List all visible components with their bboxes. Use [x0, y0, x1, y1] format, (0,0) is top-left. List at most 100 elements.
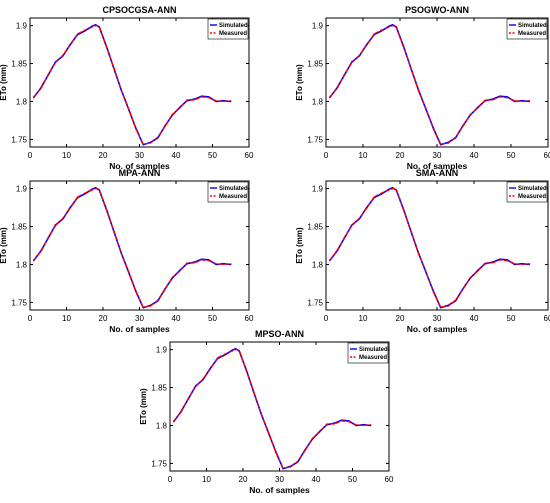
data-point-measured: [142, 143, 144, 145]
data-point-measured: [417, 253, 420, 255]
data-point-measured: [366, 44, 368, 46]
x-tick-label: 40: [172, 314, 181, 323]
x-tick-label: 0: [324, 151, 329, 160]
x-axis-label: No. of samples: [109, 161, 170, 171]
data-point-measured: [69, 44, 71, 46]
x-tick-label: 40: [470, 314, 479, 323]
data-point-measured: [392, 25, 394, 27]
x-tick-label: 50: [507, 151, 516, 160]
data-point-measured: [98, 25, 100, 27]
x-tick-label: 0: [28, 151, 33, 160]
x-tick-label: 60: [245, 314, 254, 323]
data-point-measured: [514, 100, 516, 102]
legend-label-simulated: Simulated: [518, 23, 547, 29]
data-point-measured: [462, 288, 464, 291]
y-axis-label: ETo (mm): [295, 227, 304, 264]
data-point-measured: [222, 100, 224, 103]
data-point-measured: [120, 90, 122, 92]
y-tick-label: 1.85: [151, 384, 167, 393]
x-tick-label: 60: [544, 314, 550, 323]
chart-panel: MPSO-ANN 0 10 20 30 40 50 60 1.75 1.8 1.85 1.9 No. o…: [139, 329, 394, 495]
x-tick-label: 0: [28, 314, 33, 323]
data-point-measured: [395, 25, 397, 27]
data-point-measured: [186, 262, 188, 264]
data-point-measured: [477, 107, 479, 109]
x-tick-label: 20: [99, 151, 108, 160]
data-point-measured: [355, 424, 357, 426]
data-point-measured: [373, 196, 375, 198]
data-point-measured: [521, 263, 523, 266]
chart-panel: SMA-ANN 0 10 20 30 40 50 60 1.75 1.8 1.85 1.9 No. of…: [295, 168, 550, 334]
data-point-measured: [336, 251, 338, 253]
data-point-measured: [425, 270, 427, 272]
x-tick-label: 10: [359, 314, 368, 323]
data-point-measured: [417, 90, 420, 92]
data-point-measured: [157, 299, 159, 301]
data-point-measured: [47, 236, 49, 238]
data-point-measured: [40, 251, 42, 253]
data-point-measured: [392, 188, 394, 190]
x-tick-label: 20: [396, 314, 405, 323]
x-tick-label: 60: [245, 151, 254, 160]
data-point-measured: [343, 236, 346, 238]
x-tick-label: 60: [544, 151, 550, 160]
data-point-measured: [135, 128, 137, 130]
y-tick-label: 1.75: [11, 135, 27, 144]
x-tick-label: 50: [208, 151, 217, 160]
x-tick-label: 10: [62, 314, 71, 323]
data-point-measured: [506, 260, 508, 262]
data-point-measured: [209, 368, 211, 370]
x-tick-label: 30: [135, 151, 144, 160]
data-point-measured: [180, 412, 182, 414]
data-point-measured: [311, 437, 313, 439]
data-point-measured: [128, 107, 130, 109]
legend-box: [506, 181, 548, 203]
data-point-measured: [268, 431, 270, 433]
chart-title: CPSOCGSA-ANN: [102, 5, 176, 15]
data-point-measured: [235, 349, 237, 351]
y-tick-label: 1.75: [151, 459, 167, 468]
data-point-measured: [231, 350, 233, 352]
data-point-measured: [410, 67, 412, 69]
data-point-measured: [403, 47, 405, 49]
x-tick-label: 40: [470, 151, 479, 160]
y-tick-label: 1.75: [307, 135, 323, 144]
data-point-measured: [341, 420, 343, 422]
data-point-measured: [62, 54, 64, 56]
data-point-measured: [343, 73, 346, 75]
chart-panel: PSOGWO-ANN 0 10 20 30 40 50 60 1.75 1.8 1.85 1.9 No.…: [295, 5, 550, 171]
data-point-measured: [253, 391, 255, 393]
x-tick-label: 60: [385, 475, 394, 484]
data-point-measured: [54, 62, 57, 64]
chart-title: PSOGWO-ANN: [405, 5, 469, 15]
data-point-measured: [171, 113, 173, 115]
data-point-measured: [179, 270, 181, 272]
data-point-measured: [33, 96, 35, 98]
data-point-measured: [238, 349, 240, 351]
chart-title: MPSO-ANN: [255, 329, 304, 339]
data-point-measured: [149, 142, 151, 144]
data-point-measured: [95, 188, 97, 190]
x-tick-label: 20: [239, 475, 248, 484]
x-tick-label: 10: [202, 475, 211, 484]
data-point-measured: [113, 230, 115, 232]
data-point-measured: [95, 25, 97, 27]
data-point-measured: [193, 262, 195, 264]
data-point-measured: [224, 353, 226, 355]
x-tick-label: 30: [433, 314, 442, 323]
data-point-measured: [380, 29, 383, 31]
y-tick-label: 1.9: [156, 346, 168, 355]
x-tick-label: 10: [359, 151, 368, 160]
y-tick-label: 1.9: [312, 22, 324, 31]
y-tick-label: 1.8: [312, 97, 324, 106]
data-point-measured: [491, 99, 494, 101]
data-point-measured: [373, 33, 375, 35]
y-tick-label: 1.75: [11, 298, 27, 307]
data-point-measured: [469, 276, 471, 278]
x-tick-label: 30: [135, 314, 144, 323]
data-point-measured: [171, 276, 173, 278]
data-point-measured: [135, 291, 137, 293]
data-point-measured: [388, 26, 390, 28]
data-point-measured: [113, 67, 115, 69]
